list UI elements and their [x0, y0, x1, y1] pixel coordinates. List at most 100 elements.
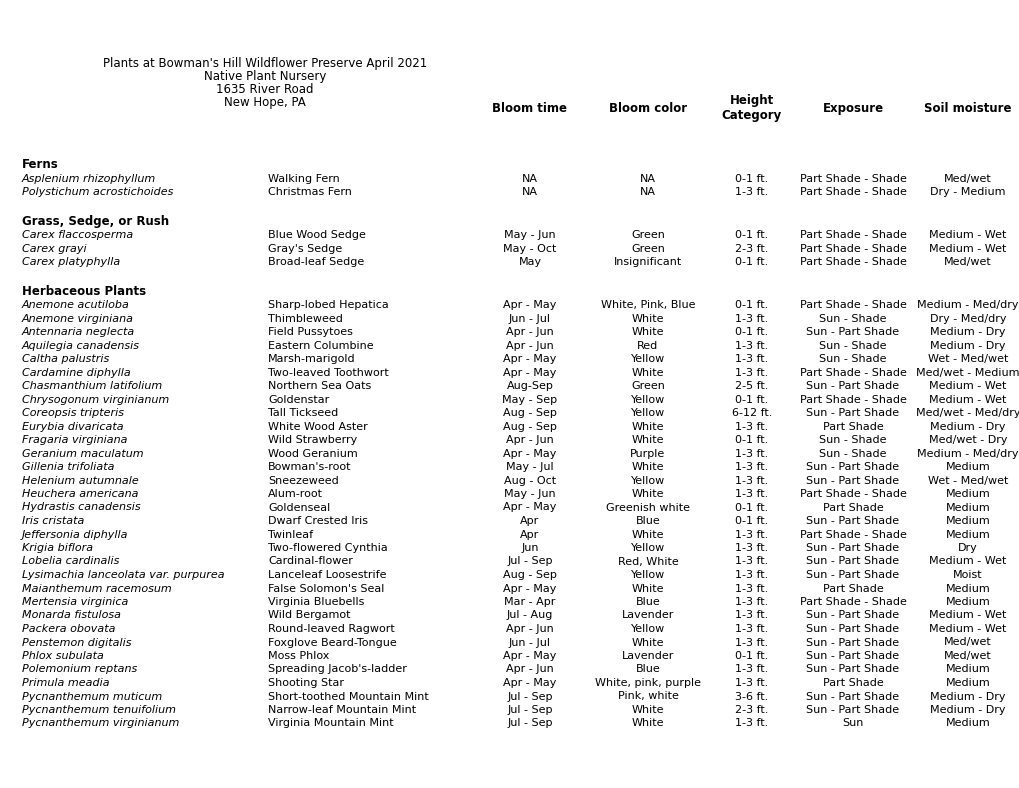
Text: 1-3 ft.: 1-3 ft.	[735, 664, 768, 675]
Text: Med/wet - Dry: Med/wet - Dry	[928, 435, 1007, 445]
Text: Packera obovata: Packera obovata	[22, 624, 115, 634]
Text: Jul - Sep: Jul - Sep	[506, 705, 552, 715]
Text: Medium: Medium	[945, 664, 989, 675]
Text: NA: NA	[522, 173, 537, 184]
Text: 1-3 ft.: 1-3 ft.	[735, 340, 768, 351]
Text: 1-3 ft.: 1-3 ft.	[735, 611, 768, 620]
Text: Apr - May: Apr - May	[502, 583, 556, 593]
Text: Yellow: Yellow	[631, 543, 664, 553]
Text: White: White	[631, 705, 663, 715]
Text: Sharp-lobed Hepatica: Sharp-lobed Hepatica	[268, 300, 388, 310]
Text: Red: Red	[637, 340, 658, 351]
Text: NA: NA	[639, 173, 655, 184]
Text: 1-3 ft.: 1-3 ft.	[735, 678, 768, 688]
Text: Apr - Jun: Apr - Jun	[505, 624, 553, 634]
Text: Iris cristata: Iris cristata	[22, 516, 85, 526]
Text: Antennaria neglecta: Antennaria neglecta	[22, 327, 136, 337]
Text: Wild Bergamot: Wild Bergamot	[268, 611, 351, 620]
Text: 3-6 ft.: 3-6 ft.	[735, 692, 768, 701]
Text: Marsh-marigold: Marsh-marigold	[268, 354, 356, 364]
Text: Green: Green	[631, 243, 664, 254]
Text: Jul - Sep: Jul - Sep	[506, 719, 552, 728]
Text: 1-3 ft.: 1-3 ft.	[735, 489, 768, 499]
Text: 1-3 ft.: 1-3 ft.	[735, 556, 768, 567]
Text: Coreopsis tripteris: Coreopsis tripteris	[22, 408, 124, 418]
Text: Anemone virginiana: Anemone virginiana	[22, 314, 133, 324]
Text: Medium: Medium	[945, 516, 989, 526]
Text: White: White	[631, 435, 663, 445]
Text: Wild Strawberry: Wild Strawberry	[268, 435, 357, 445]
Text: Soil moisture: Soil moisture	[923, 102, 1011, 114]
Text: Asplenium rhizophyllum: Asplenium rhizophyllum	[22, 173, 156, 184]
Text: Med/wet: Med/wet	[944, 257, 990, 267]
Text: Goldenseal: Goldenseal	[268, 503, 330, 512]
Text: White: White	[631, 327, 663, 337]
Text: Wet - Med/wet: Wet - Med/wet	[927, 354, 1007, 364]
Text: Round-leaved Ragwort: Round-leaved Ragwort	[268, 624, 394, 634]
Text: Height
Category: Height Category	[721, 94, 782, 122]
Text: 2-3 ft.: 2-3 ft.	[735, 243, 768, 254]
Text: Mertensia virginica: Mertensia virginica	[22, 597, 128, 607]
Text: 1-3 ft.: 1-3 ft.	[735, 597, 768, 607]
Text: Sun - Part Shade: Sun - Part Shade	[806, 637, 899, 648]
Text: Sun - Shade: Sun - Shade	[818, 435, 886, 445]
Text: Penstemon digitalis: Penstemon digitalis	[22, 637, 131, 648]
Text: Purple: Purple	[630, 448, 665, 459]
Text: Sun - Part Shade: Sun - Part Shade	[806, 408, 899, 418]
Text: Gray's Sedge: Gray's Sedge	[268, 243, 342, 254]
Text: Apr - May: Apr - May	[502, 367, 556, 377]
Text: Spreading Jacob's-ladder: Spreading Jacob's-ladder	[268, 664, 407, 675]
Text: 6-12 ft.: 6-12 ft.	[731, 408, 771, 418]
Text: May - Sep: May - Sep	[502, 395, 557, 404]
Text: May - Oct: May - Oct	[502, 243, 556, 254]
Text: Part Shade - Shade: Part Shade - Shade	[799, 230, 906, 240]
Text: 2-5 ft.: 2-5 ft.	[735, 381, 768, 391]
Text: Dry - Medium: Dry - Medium	[929, 187, 1005, 197]
Text: Pycnanthemum muticum: Pycnanthemum muticum	[22, 692, 162, 701]
Text: Part Shade: Part Shade	[821, 678, 882, 688]
Text: Sun - Part Shade: Sun - Part Shade	[806, 570, 899, 580]
Text: Part Shade: Part Shade	[821, 422, 882, 432]
Text: Yellow: Yellow	[631, 395, 664, 404]
Text: Greenish white: Greenish white	[605, 503, 689, 512]
Text: Bowman's-root: Bowman's-root	[268, 462, 352, 472]
Text: New Hope, PA: New Hope, PA	[224, 96, 306, 109]
Text: 0-1 ft.: 0-1 ft.	[735, 435, 768, 445]
Text: Herbaceous Plants: Herbaceous Plants	[22, 284, 146, 298]
Text: 1-3 ft.: 1-3 ft.	[735, 422, 768, 432]
Text: Caltha palustris: Caltha palustris	[22, 354, 109, 364]
Text: Sun - Shade: Sun - Shade	[818, 314, 886, 324]
Text: Medium: Medium	[945, 503, 989, 512]
Text: 1-3 ft.: 1-3 ft.	[735, 719, 768, 728]
Text: Medium - Wet: Medium - Wet	[928, 381, 1006, 391]
Text: Pycnanthemum virginianum: Pycnanthemum virginianum	[22, 719, 179, 728]
Text: Part Shade - Shade: Part Shade - Shade	[799, 530, 906, 540]
Text: Pink, white: Pink, white	[616, 692, 678, 701]
Text: 1635 River Road: 1635 River Road	[216, 83, 314, 96]
Text: Medium - Wet: Medium - Wet	[928, 611, 1006, 620]
Text: Sun - Part Shade: Sun - Part Shade	[806, 556, 899, 567]
Text: Insignificant: Insignificant	[613, 257, 682, 267]
Text: Krigia biflora: Krigia biflora	[22, 543, 93, 553]
Text: Part Shade - Shade: Part Shade - Shade	[799, 395, 906, 404]
Text: Broad-leaf Sedge: Broad-leaf Sedge	[268, 257, 364, 267]
Text: Narrow-leaf Mountain Mint: Narrow-leaf Mountain Mint	[268, 705, 416, 715]
Text: Medium: Medium	[945, 530, 989, 540]
Text: Jul - Sep: Jul - Sep	[506, 556, 552, 567]
Text: Carex flaccosperma: Carex flaccosperma	[22, 230, 133, 240]
Text: Yellow: Yellow	[631, 408, 664, 418]
Text: 0-1 ft.: 0-1 ft.	[735, 395, 768, 404]
Text: White: White	[631, 530, 663, 540]
Text: Field Pussytoes: Field Pussytoes	[268, 327, 353, 337]
Text: Aquilegia canadensis: Aquilegia canadensis	[22, 340, 140, 351]
Text: Dwarf Crested Iris: Dwarf Crested Iris	[268, 516, 368, 526]
Text: Lanceleaf Loosestrife: Lanceleaf Loosestrife	[268, 570, 386, 580]
Text: Helenium autumnale: Helenium autumnale	[22, 475, 139, 485]
Text: Part Shade - Shade: Part Shade - Shade	[799, 489, 906, 499]
Text: Blue: Blue	[635, 597, 659, 607]
Text: Medium: Medium	[945, 597, 989, 607]
Text: Ferns: Ferns	[22, 158, 59, 171]
Text: 1-3 ft.: 1-3 ft.	[735, 187, 768, 197]
Text: 0-1 ft.: 0-1 ft.	[735, 230, 768, 240]
Text: Apr - May: Apr - May	[502, 651, 556, 661]
